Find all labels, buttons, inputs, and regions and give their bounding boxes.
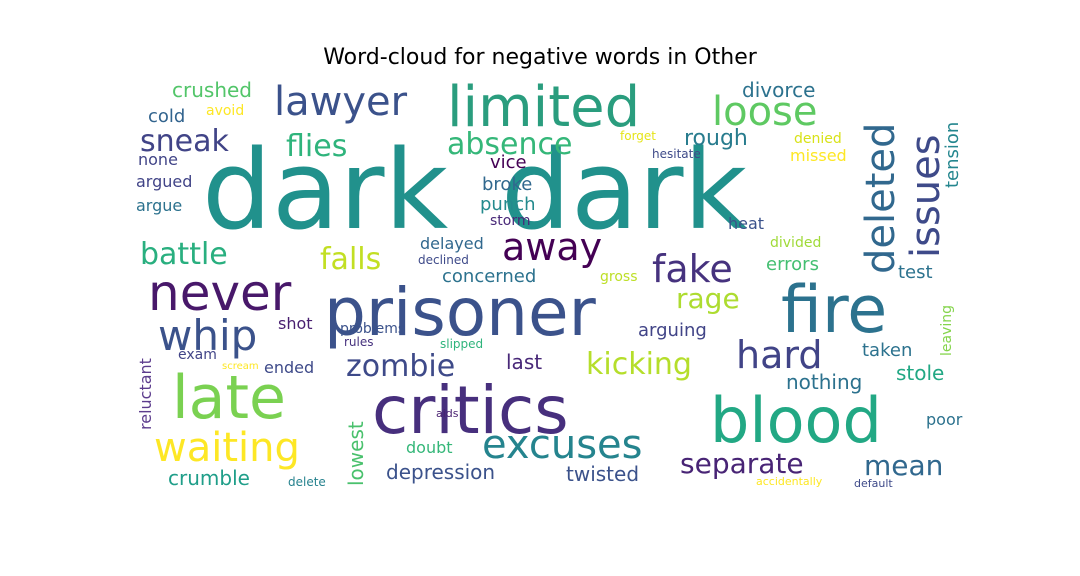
word-rage: rage xyxy=(676,282,740,315)
word-shot: shot xyxy=(278,314,313,333)
word-gross: gross xyxy=(600,269,638,285)
word-arguing: arguing xyxy=(638,320,707,341)
word-problems: problems xyxy=(340,321,406,337)
word-stole: stole xyxy=(896,361,945,385)
word-exam: exam xyxy=(178,347,217,363)
word-doubt: doubt xyxy=(406,438,453,457)
word-dark-1: dark xyxy=(202,126,449,254)
word-delayed: delayed xyxy=(420,234,484,253)
word-slipped: slipped xyxy=(440,337,484,351)
word-last: last xyxy=(506,350,543,374)
word-scream: scream xyxy=(222,361,259,372)
word-waiting: waiting xyxy=(154,425,300,471)
word-lowest: lowest xyxy=(344,421,368,486)
word-prisoner: prisoner xyxy=(324,274,596,351)
word-zombie: zombie xyxy=(346,349,456,384)
word-concerned: concerned xyxy=(442,266,537,287)
word-avoid: avoid xyxy=(206,103,245,119)
word-storm: storm xyxy=(490,213,531,229)
word-excuses: excuses xyxy=(482,422,643,468)
word-divided: divided xyxy=(770,235,822,251)
word-argue: argue xyxy=(136,196,183,215)
word-sneak: sneak xyxy=(140,124,229,159)
word-aids: aids xyxy=(436,407,459,420)
word-fire: fire xyxy=(781,273,888,348)
word-crumble: crumble xyxy=(168,466,250,490)
word-cold: cold xyxy=(148,106,186,127)
word-hesitate: hesitate xyxy=(652,147,701,161)
word-never: never xyxy=(148,264,292,322)
word-punch: punch xyxy=(480,194,536,215)
word-critics: critics xyxy=(372,372,569,449)
word-loose: loose xyxy=(712,89,818,135)
word-cloud: dark dark prisoner critics limited fire … xyxy=(134,80,970,498)
word-flies: flies xyxy=(286,129,348,164)
word-argued: argued xyxy=(136,172,193,191)
word-mean: mean xyxy=(864,449,944,482)
word-tension: tension xyxy=(942,121,963,188)
word-vice: vice xyxy=(490,152,527,173)
word-fake: fake xyxy=(652,247,733,291)
word-blood: blood xyxy=(710,384,882,457)
word-kicking: kicking xyxy=(586,347,692,382)
word-delete: delete xyxy=(288,475,326,489)
word-crushed: crushed xyxy=(172,78,252,102)
word-none: none xyxy=(138,150,178,169)
word-divorce: divorce xyxy=(742,78,816,102)
word-twisted: twisted xyxy=(566,462,640,486)
word-hard: hard xyxy=(736,333,823,377)
word-test: test xyxy=(898,262,933,283)
word-denied: denied xyxy=(794,131,842,147)
word-errors: errors xyxy=(766,254,819,275)
word-accidentally: accidentally xyxy=(756,475,823,488)
word-rules: rules xyxy=(344,335,374,349)
word-whip: whip xyxy=(158,311,258,360)
word-dark-2: dark xyxy=(501,126,748,254)
word-separate: separate xyxy=(680,447,804,480)
word-leaving: leaving xyxy=(939,304,955,356)
word-depression: depression xyxy=(386,460,496,484)
word-heat: heat xyxy=(728,214,765,233)
word-battle: battle xyxy=(140,237,228,272)
word-default: default xyxy=(854,477,893,490)
word-reluctant: reluctant xyxy=(136,358,155,430)
word-rough: rough xyxy=(684,126,748,151)
word-nothing: nothing xyxy=(786,370,863,394)
word-poor: poor xyxy=(926,410,963,429)
word-declined: declined xyxy=(418,253,469,267)
word-forget: forget xyxy=(620,129,656,143)
word-late: late xyxy=(172,363,286,433)
word-broke: broke xyxy=(482,174,533,195)
word-deleted: deleted xyxy=(858,122,904,274)
chart-title: Word-cloud for negative words in Other xyxy=(323,45,757,70)
word-missed: missed xyxy=(790,146,847,165)
word-ended: ended xyxy=(264,358,315,377)
word-taken: taken xyxy=(862,340,913,361)
word-issues: issues xyxy=(903,134,949,258)
word-lawyer: lawyer xyxy=(274,79,408,125)
word-limited: limited xyxy=(447,75,641,140)
word-falls: falls xyxy=(320,242,382,277)
word-absence: absence xyxy=(447,127,573,162)
word-away: away xyxy=(502,225,603,269)
